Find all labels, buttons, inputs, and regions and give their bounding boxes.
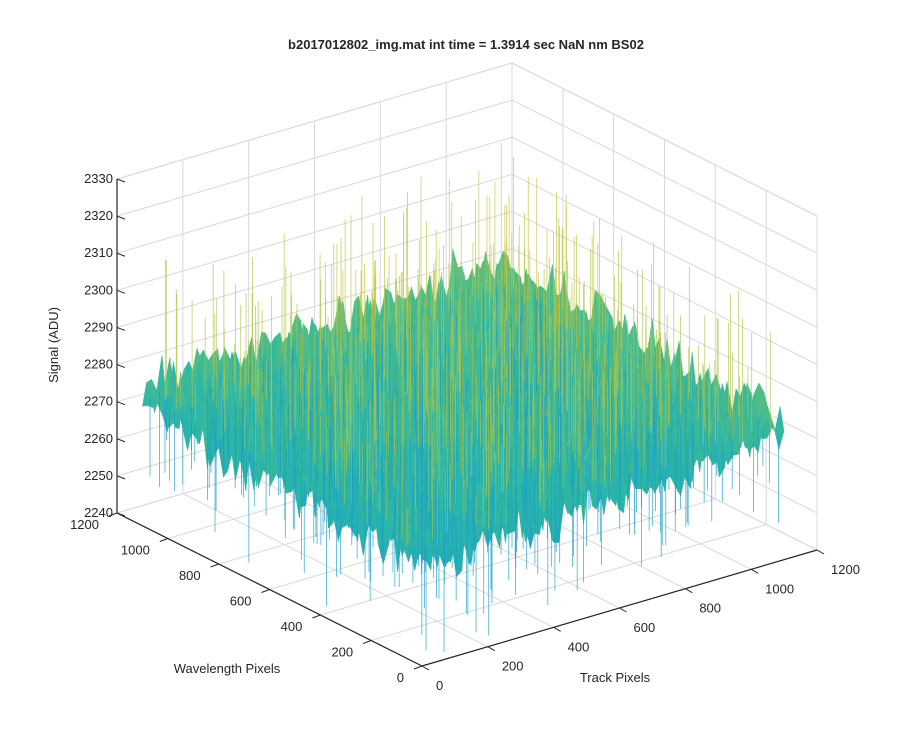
grid-line-y <box>320 165 716 616</box>
surface-cell <box>774 406 785 450</box>
box-edge <box>116 62 513 180</box>
surface-mesh <box>142 143 785 653</box>
grid-line-z <box>116 136 818 291</box>
grid-line-y <box>371 190 767 641</box>
grid-line-z <box>116 62 818 217</box>
box-edge <box>511 62 818 217</box>
grid-line-z <box>116 99 818 254</box>
